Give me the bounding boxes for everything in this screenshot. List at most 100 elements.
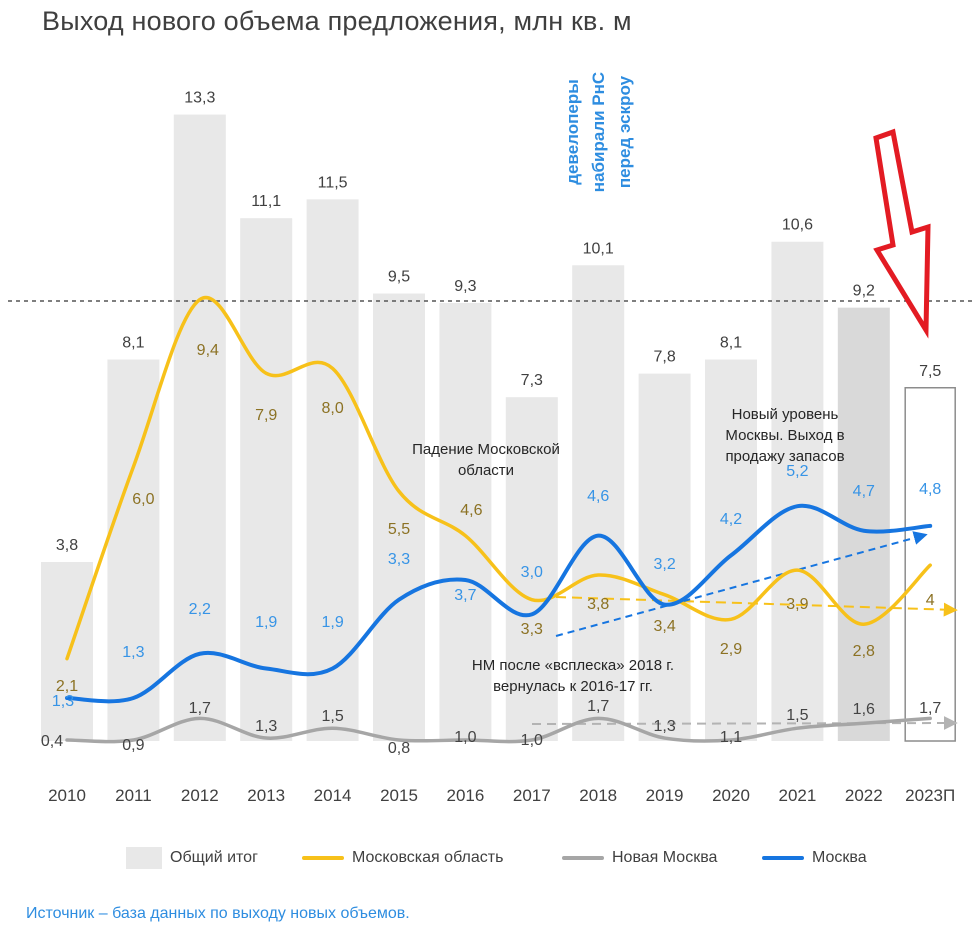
annotation-developers-line: набирали РнС [589,72,608,192]
x-tick-label: 2010 [48,786,86,805]
legend-item-total: Общий итог [126,846,258,870]
moscow-value-label: 3,3 [388,551,410,568]
annotation-nm-return-line: НМ после «всплеска» 2018 г. [472,657,674,674]
x-tick-label: 2022 [845,786,883,805]
mo-series-line [65,295,932,661]
mo-value-label: 4 [926,592,935,609]
x-tick-label: 2013 [247,786,285,805]
x-tick-label: 2014 [314,786,352,805]
legend-label-mo: Московская область [352,849,504,866]
annotation-mo-fall-line: Падение Московской [412,441,560,458]
total-bar-label: 10,1 [583,240,614,257]
moscow-value-label: 1,3 [52,693,74,710]
total-bar [505,397,558,741]
legend-label-nm: Новая Москва [612,849,718,866]
x-tick-label: 2012 [181,786,219,805]
mo-value-label: 3,8 [587,596,609,613]
total-bar [173,114,226,741]
legend-swatch-total [126,847,162,869]
nm-value-label: 1,0 [454,729,476,746]
mo-value-label: 2,1 [56,678,78,695]
legend-item-moscow: Москва [762,846,867,870]
x-tick-label: 2020 [712,786,750,805]
nm-value-label: 1,7 [919,700,941,717]
moscow-value-label: 1,9 [321,614,343,631]
total-bar-label: 8,1 [122,334,144,351]
total-bar-label: 7,8 [653,349,675,366]
mo-value-label: 2,8 [853,643,875,660]
annotation-moscow-level-line: Москвы. Выход в [725,427,844,444]
nm-value-label: 1,0 [521,732,543,749]
total-bar [572,265,625,741]
total-bar [771,241,824,742]
mo-value-label: 4,6 [460,502,482,519]
mo-value-label: 7,9 [255,407,277,424]
nm-trend-arrow [531,716,958,731]
x-tick-label: 2017 [513,786,551,805]
x-tick-label: 2018 [579,786,617,805]
moscow-series-line [65,503,933,704]
total-bar [240,218,293,741]
moscow-value-label: 1,9 [255,614,277,631]
nm-value-label: 1,5 [321,708,343,725]
mo-value-label: 2,9 [720,641,742,658]
x-tick-label: 2011 [115,786,152,805]
x-tick-label: 2016 [446,786,484,805]
legend-swatch-moscow [762,856,804,860]
moscow-value-label: 1,3 [122,644,144,661]
total-bar-label: 7,3 [521,372,543,389]
moscow-value-label: 4,8 [919,481,941,498]
source-note: Источник – база данных по выходу новых о… [26,905,410,922]
x-tick-label: 2023П [905,786,955,805]
total-bar-label: 7,5 [919,363,941,380]
nm-value-label: 1,7 [587,698,609,715]
nm-value-label: 1,6 [853,701,875,718]
moscow-trend-arrow [555,531,928,637]
total-bar-label: 9,5 [388,269,410,286]
total-bar-label: 10,6 [782,217,813,234]
moscow-value-label: 4,7 [853,483,875,500]
total-bar [705,359,757,741]
annotation-developers-line: девелоперы [563,79,582,185]
total-bar [41,562,93,741]
chart-title: Выход нового объема предложения, млн кв.… [42,6,632,36]
mo-value-label: 5,5 [388,521,410,538]
moscow-value-label: 2,2 [189,601,211,618]
moscow-value-label: 3,2 [653,556,675,573]
total-bar [107,359,160,741]
legend-swatch-mo [302,856,344,860]
moscow-value-label: 3,0 [521,564,543,581]
legend-item-nm: Новая Москва [562,846,717,870]
annotation-mo-fall-line: области [458,462,514,479]
legend-swatch-nm [562,856,604,860]
total-bar [306,199,359,742]
moscow-value-label: 5,2 [786,463,808,480]
mo-value-label: 8,0 [321,400,343,417]
nm-value-label: 0,4 [41,733,63,750]
nm-value-label: 1,5 [786,707,808,724]
total-bar-label: 11,5 [318,174,348,191]
annotation-moscow-level-line: продажу запасов [725,448,844,465]
total-bar-label: 9,2 [853,283,875,300]
mo-value-label: 3,3 [521,621,543,638]
nm-value-label: 0,9 [122,737,144,754]
total-bar-label: 9,3 [454,278,476,295]
total-bar [638,373,691,741]
legend-item-mo: Московская область [302,846,503,870]
total-bar [373,293,425,741]
moscow-value-label: 4,2 [720,511,742,528]
x-tick-label: 2021 [778,786,816,805]
total-bar-label: 8,1 [720,334,742,351]
nm-value-label: 1,7 [189,700,211,717]
nm-value-label: 1,3 [255,718,277,735]
legend-label-moscow: Москва [812,849,867,866]
mo-value-label: 9,4 [197,342,219,359]
annotation-developers-line: перед эскроу [615,75,634,188]
annotation-nm-return-line: вернулась к 2016-17 гг. [493,678,653,695]
nm-value-label: 1,1 [720,729,742,746]
legend-label-total: Общий итог [170,849,258,866]
annotation-developers: девелоперы набирали РнС перед эскроу [563,72,634,192]
mo-value-label: 6,0 [132,491,154,508]
x-tick-label: 2019 [646,786,684,805]
